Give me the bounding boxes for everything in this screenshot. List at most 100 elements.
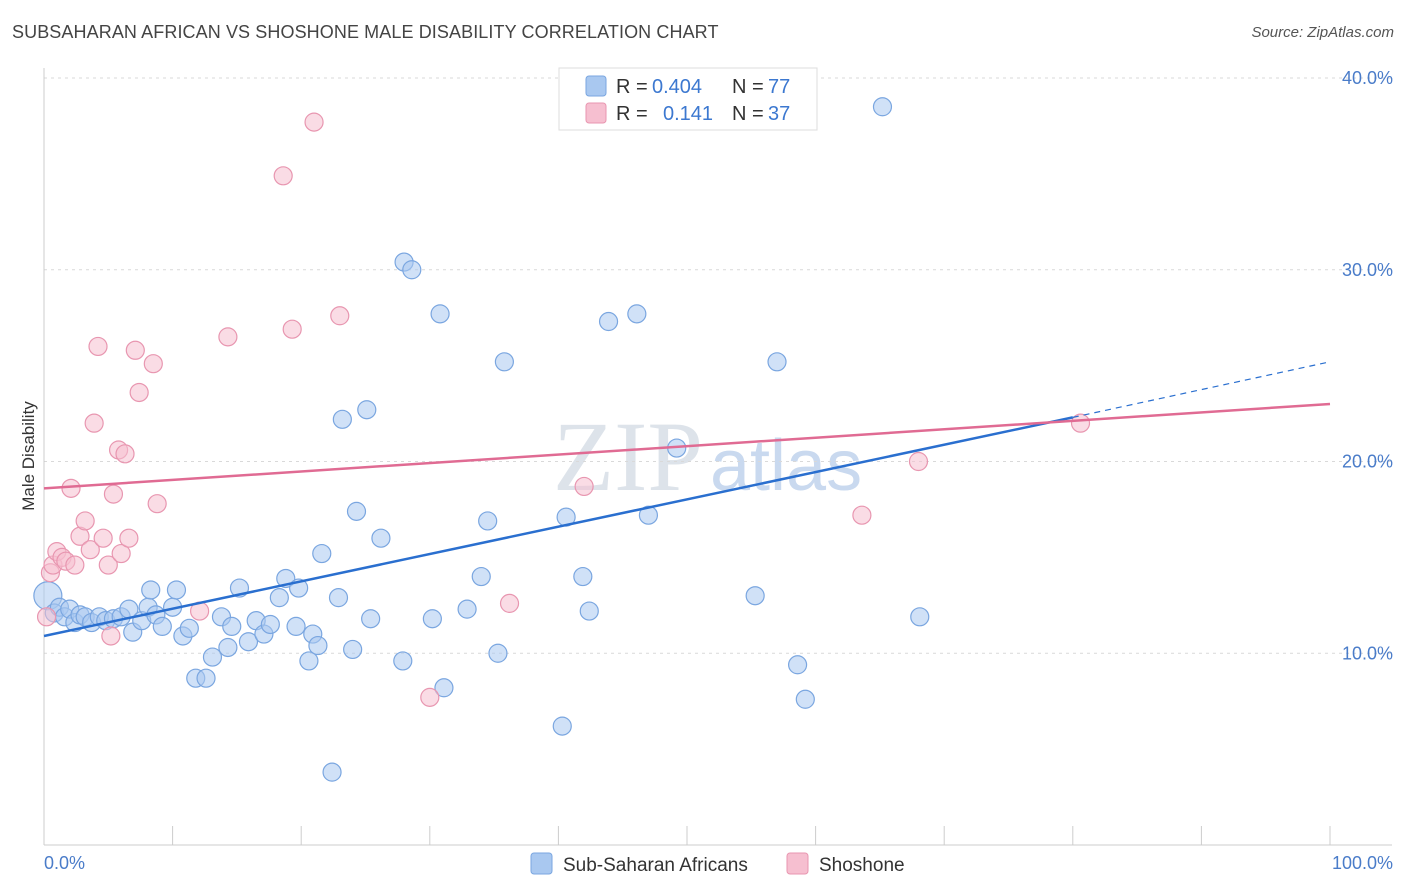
shoshone-point-27 bbox=[273, 166, 293, 186]
gridlines bbox=[44, 77, 1392, 654]
legend-swatch-pink bbox=[585, 102, 607, 124]
sub-saharan-point-68 bbox=[638, 505, 659, 525]
y-tick-label-30: 30.0% bbox=[1342, 260, 1393, 280]
shoshone-point-19 bbox=[115, 444, 135, 464]
sub-saharan-point-56 bbox=[434, 678, 454, 698]
shoshone-point-15 bbox=[101, 626, 121, 646]
sub-saharan-point-45 bbox=[332, 409, 352, 429]
y-tick-labels: 10.0% 20.0% 30.0% 40.0% bbox=[1342, 68, 1393, 663]
sub-saharan-point-49 bbox=[361, 609, 381, 629]
shoshone-point-26 bbox=[218, 327, 238, 347]
sub-saharan-point-21 bbox=[166, 580, 187, 600]
sub-saharan-point-29 bbox=[222, 616, 242, 637]
sub-saharan-point-46 bbox=[343, 639, 363, 660]
bottom-legend-swatch-pink bbox=[786, 852, 809, 875]
sub-saharan-point-71 bbox=[767, 352, 787, 372]
sub-saharan-point-60 bbox=[488, 643, 508, 663]
shoshone-point-6 bbox=[61, 478, 81, 498]
shoshone-point-13 bbox=[93, 528, 113, 548]
shoshone-point-11 bbox=[84, 413, 104, 433]
shoshone-point-31 bbox=[420, 687, 440, 707]
shoshone-point-0 bbox=[36, 607, 57, 627]
series-sub-saharan-points bbox=[33, 97, 930, 782]
shoshone-point-36 bbox=[1070, 413, 1091, 433]
sub-saharan-point-64 bbox=[573, 566, 593, 587]
sub-saharan-point-43 bbox=[322, 762, 342, 782]
trend-line-sub-saharan-extension bbox=[1072, 361, 1331, 418]
shoshone-point-10 bbox=[80, 540, 100, 560]
shoshone-point-28 bbox=[282, 319, 302, 339]
bottom-legend-label-pink: Shoshone bbox=[819, 855, 905, 876]
trend-line-shoshone bbox=[43, 402, 1331, 490]
sub-saharan-point-50 bbox=[371, 528, 391, 548]
bottom-legend-swatch-blue bbox=[530, 852, 553, 875]
shoshone-point-21 bbox=[125, 340, 145, 360]
sub-saharan-point-67 bbox=[627, 304, 647, 324]
shoshone-point-33 bbox=[574, 476, 594, 497]
legend-n-label-2: N = bbox=[732, 103, 764, 125]
shoshone-point-29 bbox=[304, 112, 324, 132]
sub-saharan-point-59 bbox=[478, 511, 498, 531]
legend-r-value-1: 0.404 bbox=[652, 76, 702, 98]
legend-n-label-1: N = bbox=[732, 76, 764, 98]
sub-saharan-point-23 bbox=[179, 618, 199, 638]
sub-saharan-point-26 bbox=[202, 647, 223, 667]
sub-saharan-point-41 bbox=[308, 635, 328, 656]
sub-saharan-point-62 bbox=[552, 716, 572, 736]
sub-saharan-point-17 bbox=[141, 580, 161, 600]
sub-saharan-point-58 bbox=[471, 566, 491, 587]
shoshone-point-35 bbox=[908, 451, 929, 472]
sub-saharan-point-57 bbox=[457, 599, 477, 619]
sub-saharan-point-35 bbox=[269, 588, 289, 608]
shoshone-point-20 bbox=[119, 528, 139, 548]
shoshone-point-12 bbox=[88, 336, 108, 357]
shoshone-point-24 bbox=[147, 494, 167, 514]
legend-r-value-2: 0.141 bbox=[663, 103, 713, 125]
x-tick-label-min: 0.0% bbox=[44, 853, 85, 873]
y-tick-label-20: 20.0% bbox=[1342, 452, 1393, 472]
sub-saharan-point-31 bbox=[238, 632, 259, 652]
sub-saharan-point-53 bbox=[402, 260, 422, 280]
x-ticks bbox=[43, 826, 1331, 845]
sub-saharan-point-54 bbox=[422, 609, 442, 629]
sub-saharan-point-73 bbox=[795, 689, 815, 709]
sub-saharan-point-70 bbox=[745, 586, 765, 606]
sub-saharan-point-48 bbox=[357, 400, 377, 420]
sub-saharan-point-66 bbox=[598, 311, 619, 332]
sub-saharan-point-44 bbox=[328, 588, 349, 608]
axes bbox=[43, 68, 1392, 846]
series-shoshone-points bbox=[36, 112, 1091, 707]
bottom-legend: Sub-Saharan Africans Shoshone bbox=[530, 852, 905, 876]
y-tick-label-10: 10.0% bbox=[1342, 643, 1393, 663]
y-tick-label-40: 40.0% bbox=[1342, 68, 1393, 88]
sub-saharan-point-42 bbox=[312, 543, 332, 564]
sub-saharan-point-51 bbox=[393, 651, 413, 671]
legend-n-value-1: 77 bbox=[768, 76, 790, 98]
sub-saharan-point-19 bbox=[152, 616, 172, 637]
legend-r-label-1: R = bbox=[616, 76, 648, 98]
legend-swatch-blue bbox=[585, 75, 607, 97]
y-axis-title: Male Disability bbox=[19, 401, 38, 511]
sub-saharan-point-38 bbox=[286, 616, 306, 637]
sub-saharan-point-72 bbox=[787, 655, 808, 675]
chart-title: SUBSAHARAN AFRICAN VS SHOSHONE MALE DISA… bbox=[12, 22, 719, 42]
sub-saharan-point-47 bbox=[346, 501, 367, 521]
chart-source: Source: ZipAtlas.com bbox=[1251, 24, 1394, 41]
sub-saharan-point-61 bbox=[494, 352, 514, 372]
sub-saharan-point-28 bbox=[218, 637, 238, 658]
shoshone-point-32 bbox=[499, 593, 520, 613]
top-legend: R = 0.404 N = 77 R = 0.141 N = 37 bbox=[558, 67, 818, 131]
shoshone-point-14 bbox=[98, 555, 118, 575]
sub-saharan-point-25 bbox=[196, 668, 216, 688]
shoshone-point-30 bbox=[330, 306, 350, 326]
legend-n-value-2: 37 bbox=[768, 103, 790, 125]
sub-saharan-point-65 bbox=[579, 601, 599, 621]
trend-lines bbox=[43, 361, 1331, 638]
shoshone-point-16 bbox=[103, 484, 124, 504]
sub-saharan-point-39 bbox=[299, 651, 319, 671]
shoshone-point-18 bbox=[111, 543, 131, 564]
shoshone-point-7 bbox=[65, 555, 85, 575]
shoshone-point-34 bbox=[852, 505, 872, 525]
shoshone-point-23 bbox=[143, 354, 163, 374]
